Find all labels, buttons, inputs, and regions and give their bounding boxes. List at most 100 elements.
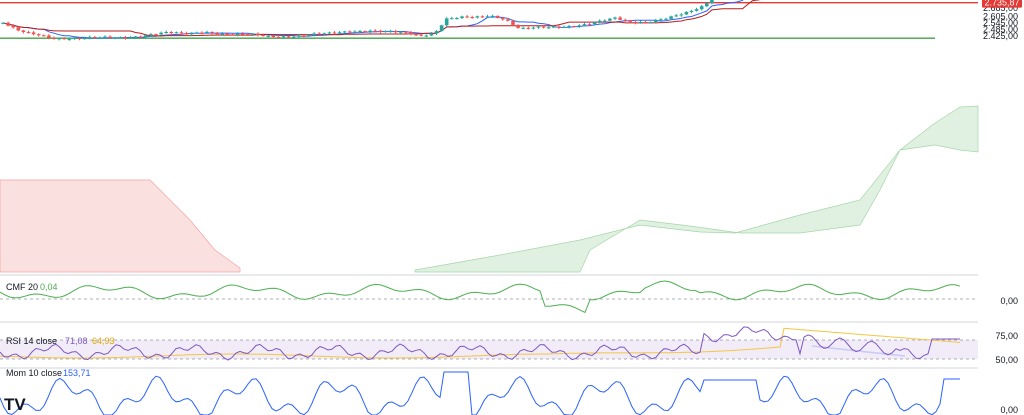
candle: [552, 25, 556, 28]
candle: [506, 17, 510, 22]
candle: [77, 37, 82, 41]
candle: [11, 24, 15, 29]
candle: [638, 20, 643, 24]
candle: [215, 31, 219, 36]
price-tick-label: 2.485,00: [983, 25, 1018, 35]
tenkan-line: [2, 0, 744, 39]
candle: [516, 24, 520, 29]
candle: [230, 33, 235, 36]
panel-labels: CMF 20 0,04 RSI 14 close 71,08 64,93 Mom…: [4, 282, 115, 414]
level-badge-3: 2.735,87: [982, 0, 1022, 8]
candle: [368, 29, 372, 34]
candle: [572, 25, 576, 28]
candle: [628, 19, 633, 23]
candle: [286, 35, 291, 39]
candle: [699, 4, 704, 11]
candle: [302, 34, 306, 38]
candle: [679, 13, 684, 17]
candle: [404, 30, 408, 34]
candle: [694, 7, 699, 12]
candle: [501, 16, 505, 21]
horizontal-levels: [0, 1, 978, 39]
candle: [664, 17, 668, 21]
candle: [291, 35, 296, 39]
candle: [266, 35, 270, 38]
candle: [705, 2, 709, 8]
candle: [526, 26, 531, 30]
candle: [98, 36, 102, 39]
indicator-tick-label: 75,00: [995, 331, 1018, 341]
candle: [337, 30, 342, 35]
candle: [567, 24, 571, 29]
indicator-tick-label: 0,00: [1000, 405, 1018, 415]
panel-separators: [0, 274, 978, 369]
ichimoku-lines: [2, 0, 761, 39]
candle: [327, 31, 332, 35]
candle: [72, 36, 77, 40]
candle: [42, 34, 46, 37]
candle: [358, 29, 362, 33]
candle: [47, 34, 51, 40]
candle: [195, 31, 199, 34]
indicator-tick-label: 50,00: [995, 355, 1018, 365]
candle: [251, 32, 255, 36]
candle: [485, 14, 490, 18]
candle: [67, 37, 72, 41]
candle: [444, 17, 449, 27]
candle: [82, 36, 87, 40]
candle: [261, 33, 265, 37]
candle: [429, 31, 434, 37]
candle: [424, 34, 429, 38]
price-axis: 3.200,003.100,003.000,002.920,002.840,00…: [982, 0, 1022, 415]
candle: [256, 32, 260, 37]
candle: [643, 20, 648, 24]
candle: [179, 30, 184, 35]
indicator-panels: [0, 280, 978, 415]
bullish-cloud: [414, 105, 979, 273]
candle: [348, 30, 352, 34]
candle: [393, 29, 398, 34]
candle: [108, 35, 112, 39]
candle: [521, 26, 525, 30]
candle: [31, 31, 36, 36]
candle: [281, 35, 286, 39]
rsi-value-2: 64,93: [92, 336, 115, 346]
candle: [363, 30, 367, 33]
candle: [592, 21, 597, 26]
candle: [21, 29, 26, 34]
candle: [164, 30, 168, 34]
candle: [276, 35, 281, 39]
cmf-value: 0,04: [40, 282, 58, 292]
cmf-line: [0, 280, 961, 314]
candle: [409, 30, 413, 36]
candle: [205, 30, 209, 34]
candle: [455, 17, 459, 20]
indicator-tick-label: 0,00: [1000, 296, 1018, 306]
candle: [378, 29, 383, 34]
candle: [16, 26, 21, 32]
candle: [414, 33, 418, 37]
candle: [1, 22, 5, 25]
cmf-title: CMF 20: [6, 282, 38, 292]
momentum-line: [0, 371, 960, 415]
candle: [317, 32, 321, 35]
candle: [587, 23, 592, 26]
candle: [57, 37, 61, 41]
candle: [184, 31, 189, 35]
ichimoku-cloud: [0, 105, 979, 273]
price-tick-label: 2.605,00: [983, 12, 1018, 22]
candle: [541, 25, 546, 29]
candle: [689, 9, 694, 14]
candle: [271, 34, 276, 39]
candle: [174, 31, 179, 34]
candle: [220, 32, 225, 36]
candle: [149, 33, 153, 37]
candle: [159, 31, 163, 36]
candle: [608, 17, 612, 22]
divergence-trendlines: [811, 345, 906, 357]
rsi-line: [0, 326, 960, 361]
candle: [536, 25, 541, 29]
candle: [246, 33, 250, 37]
candle: [511, 19, 515, 27]
